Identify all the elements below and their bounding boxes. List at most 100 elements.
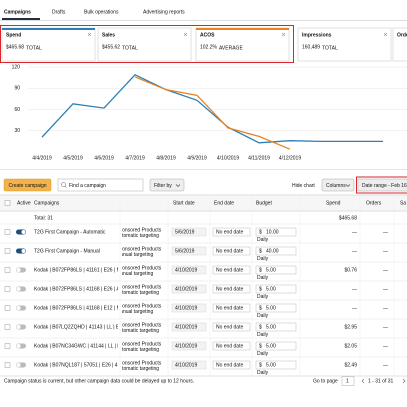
close-icon	[281, 32, 286, 37]
search-box[interactable]	[57, 178, 144, 192]
end-date-field[interactable]	[212, 360, 251, 370]
campaign-name[interactable]: Kodak | B072FP86LS | 41168 | E12 | Manua…	[34, 305, 133, 311]
checkbox[interactable]	[4, 286, 11, 292]
checkbox[interactable]	[4, 267, 11, 273]
metric-accent	[196, 28, 289, 30]
end-date: No end date	[216, 248, 243, 254]
orders: —	[383, 362, 388, 368]
campaign-targeting: Manual targeting	[116, 252, 153, 258]
end-date-field[interactable]	[212, 322, 251, 332]
end-date: No end date	[216, 324, 243, 330]
campaign-targeting: Manual targeting	[116, 309, 153, 315]
x-tick-label: 4/5/2019	[63, 155, 83, 161]
budget-field[interactable]	[255, 360, 297, 370]
budget-field[interactable]	[255, 303, 297, 313]
start-date: 4/10/2019	[175, 286, 197, 292]
checkbox[interactable]	[4, 343, 11, 349]
budget-period: Daily	[257, 256, 269, 262]
campaign-name[interactable]: Kodak | B07NC34GWC | 41144 | LL | E26 | …	[34, 343, 140, 349]
end-date-field[interactable]	[212, 303, 251, 313]
budget-period: Daily	[257, 294, 269, 300]
budget-period: Daily	[257, 332, 269, 338]
x-tick-label: 4/4/2019	[32, 155, 52, 161]
campaign-name[interactable]: Kodak | B07LQ2ZQHD | 41143 | LL | E26 | …	[34, 324, 139, 330]
end-date-field[interactable]	[212, 284, 251, 294]
spend: $2.49	[344, 362, 357, 368]
budget-field[interactable]	[255, 265, 297, 275]
end-date: No end date	[216, 343, 243, 349]
metric-card[interactable]	[97, 27, 192, 62]
prev-icon[interactable]	[361, 378, 365, 384]
campaign-name[interactable]: T2G First Campaign - Automatic	[34, 229, 106, 235]
budget-currency: $	[259, 362, 262, 368]
end-date-field[interactable]	[212, 246, 251, 256]
tab[interactable]: Drafts	[52, 9, 66, 15]
close-icon	[383, 32, 388, 37]
start-date: 4/10/2019	[175, 267, 197, 273]
budget-amount: 5.00	[266, 362, 276, 368]
page-input[interactable]	[341, 376, 355, 386]
campaign-targeting: Automatic targeting	[116, 366, 159, 372]
metric-card[interactable]	[1, 27, 96, 62]
orders: —	[383, 343, 388, 349]
checkbox[interactable]	[4, 362, 11, 368]
metric-accent	[2, 28, 95, 30]
checkbox[interactable]	[4, 324, 11, 330]
metric-note: AVERAGE	[219, 45, 243, 51]
campaign-name[interactable]: Kodak | B072FP86LS | 41168 | E26 | Auto	[34, 286, 127, 292]
checkbox[interactable]	[4, 305, 11, 311]
highlight-box	[356, 176, 407, 194]
start-date-field	[171, 341, 207, 351]
columns-button[interactable]	[321, 178, 355, 192]
create-button[interactable]	[3, 178, 52, 192]
date-range-button[interactable]	[357, 178, 407, 192]
budget-field[interactable]	[255, 322, 297, 332]
total-spend: $465.68	[339, 215, 357, 221]
caret	[345, 184, 351, 187]
search-placeholder: Find a campaign	[69, 183, 106, 189]
budget-currency: $	[259, 267, 262, 273]
column-header: Campaigns	[34, 200, 60, 206]
metric-card[interactable]	[392, 27, 407, 62]
spend: —	[352, 286, 357, 292]
budget-amount: 40.00	[266, 248, 279, 254]
metric-note: TOTAL	[322, 45, 338, 51]
checkbox[interactable]	[4, 229, 11, 235]
next-icon[interactable]	[402, 378, 406, 384]
budget-field[interactable]	[255, 341, 297, 351]
date-range-label: Date range - Feb 16,	[362, 183, 407, 189]
toggle-knob	[16, 363, 21, 367]
budget-currency: $	[259, 305, 262, 311]
campaign-name[interactable]: T2G First Campaign - Manual	[34, 248, 100, 254]
end-date-field[interactable]	[212, 341, 251, 351]
metric-label: Sales	[102, 32, 115, 38]
campaign-targeting: Automatic targeting	[116, 233, 159, 239]
checkbox[interactable]	[4, 200, 11, 206]
tab[interactable]: Bulk operations	[84, 9, 119, 15]
budget-field[interactable]	[255, 284, 297, 294]
end-date-field[interactable]	[212, 227, 251, 237]
metric-card[interactable]	[297, 27, 392, 62]
spend: $2.95	[344, 324, 357, 330]
spend: $2.05	[344, 343, 357, 349]
metric-value: $455.62	[102, 44, 120, 50]
hide-chart-link[interactable]: Hide chart	[292, 183, 315, 189]
metric-card[interactable]	[195, 27, 290, 62]
campaign-name[interactable]: Kodak | B07NQL187 | 57051 | E26 | 4 | Au…	[34, 362, 132, 368]
end-date-field[interactable]	[212, 265, 251, 275]
start-date: 4/10/2019	[175, 305, 197, 311]
tab[interactable]: Campaigns	[4, 9, 31, 15]
toggle-knob	[21, 249, 26, 253]
budget-field[interactable]	[255, 227, 297, 237]
checkbox[interactable]	[4, 248, 11, 254]
campaign-name[interactable]: Kodak | B072FP86LS | 41161 | E26 | Manua…	[34, 267, 133, 273]
tab[interactable]: Advertising reports	[143, 9, 185, 15]
budget-currency: $	[259, 229, 262, 235]
active-tab-underline	[2, 18, 40, 20]
table-header-bg	[0, 195, 407, 211]
campaign-targeting: Automatic targeting	[116, 347, 159, 353]
toggle-knob	[16, 287, 21, 291]
filter-button[interactable]	[149, 178, 185, 192]
budget-field[interactable]	[255, 246, 297, 256]
campaign-type: Sponsored Products	[116, 341, 162, 347]
